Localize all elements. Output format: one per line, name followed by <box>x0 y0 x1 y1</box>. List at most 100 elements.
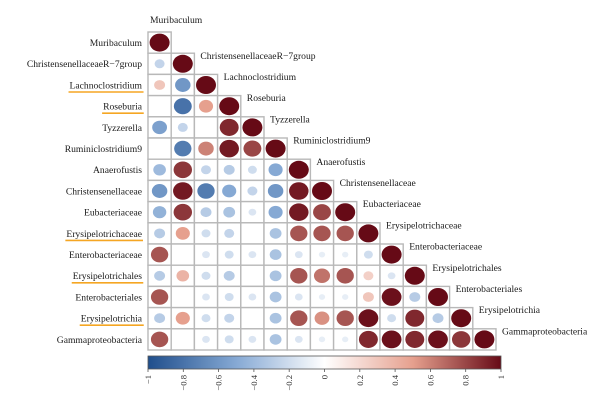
correlation-circle <box>175 78 191 92</box>
diagonal-label: Gammaproteobacteria <box>502 326 588 337</box>
correlation-circle <box>451 309 472 328</box>
correlation-circle <box>269 334 282 345</box>
correlation-circle <box>224 250 234 259</box>
correlation-circle <box>404 266 425 285</box>
correlation-circle <box>405 309 425 327</box>
correlation-circle <box>358 330 378 348</box>
correlation-circle <box>358 309 379 328</box>
diagonal-label: Erysipelotrichaceae <box>386 220 462 231</box>
diagonal-label: Roseburia <box>247 93 287 104</box>
correlation-circle <box>342 336 349 343</box>
colorbar-tick-label: −0.8 <box>178 375 188 391</box>
colorbar-tick-label: 0.2 <box>355 375 365 386</box>
correlation-circle <box>381 330 402 349</box>
correlation-circle <box>336 310 354 326</box>
correlation-circle <box>173 161 193 179</box>
correlation-circle <box>248 208 257 216</box>
correlation-circle <box>336 268 354 284</box>
row-label: Erysipelotrichia <box>81 314 143 325</box>
colorbar-tick-label: 0.8 <box>461 375 471 386</box>
correlation-circle <box>201 314 211 323</box>
colorbar-tick-label: 0.6 <box>425 374 435 385</box>
colorbar-gradient <box>147 355 502 370</box>
row-label: Roseburia <box>103 102 143 113</box>
correlation-circle <box>294 251 303 259</box>
correlation-circle <box>223 270 235 281</box>
correlation-circle <box>313 268 331 284</box>
correlation-circle <box>175 311 190 325</box>
correlation-circle <box>150 331 169 348</box>
correlation-circle <box>154 270 166 281</box>
grid-cell <box>170 243 196 266</box>
correlation-circle <box>428 330 448 349</box>
correlation-circle <box>428 288 448 306</box>
correlation-circle <box>196 76 216 94</box>
correlation-circle <box>318 336 326 343</box>
correlation-circle <box>153 164 166 176</box>
correlation-circle <box>224 292 234 302</box>
diagonal-labels: Muribaculum ChristensenellaceaeR−7group La… <box>150 15 588 337</box>
correlation-circle <box>265 139 286 158</box>
diagonal-label: Erysipelotrichales <box>432 263 502 274</box>
colorbar-tick-label: −0.2 <box>284 375 294 391</box>
correlation-circle <box>174 140 192 157</box>
highlight-underlines <box>65 91 144 327</box>
correlation-circle <box>177 122 188 132</box>
correlation-circle <box>219 118 239 136</box>
colorbar: −1 −0.8 −0.6 −0.4 −0.2 0 0.2 0.4 0.6 0.8 1 <box>143 355 506 391</box>
correlation-circle <box>294 335 303 343</box>
diagonal-label: Ruminiclostridium9 <box>293 136 370 147</box>
correlation-circle <box>336 225 354 242</box>
row-label: Enterobacteriaceae <box>69 250 142 261</box>
row-label: Christensenellaceae <box>66 186 142 197</box>
row-label: Muribaculum <box>90 38 143 49</box>
correlation-circle <box>362 292 374 302</box>
row-label: Tyzzerella <box>102 123 143 134</box>
correlation-circle <box>201 271 211 280</box>
correlation-circle <box>474 330 495 349</box>
correlation-circle <box>269 312 282 324</box>
correlation-circle <box>248 335 257 343</box>
correlation-circle <box>312 182 332 200</box>
correlation-circle <box>202 293 210 301</box>
correlation-circle <box>314 311 330 325</box>
colorbar-tick-label: −0.4 <box>249 374 259 390</box>
grid-cell <box>193 116 219 139</box>
correlation-circle <box>202 251 210 259</box>
correlation-circle <box>451 331 471 348</box>
correlation-circle <box>175 227 190 240</box>
colorbar-tick-label: 0.4 <box>390 374 400 385</box>
correlation-circle <box>223 206 236 218</box>
correlation-circle <box>243 140 262 157</box>
correlation-circle <box>247 165 257 174</box>
correlation-cells <box>147 31 497 351</box>
correlation-circle <box>269 270 282 282</box>
diagonal-label: Anaerofustis <box>316 157 365 168</box>
correlation-circle <box>219 139 239 158</box>
correlation-circle <box>224 335 234 344</box>
correlation-circle <box>313 204 331 221</box>
correlation-circle <box>173 203 193 221</box>
correlation-circle <box>154 80 166 90</box>
correlation-circle <box>335 203 356 222</box>
correlation-circle <box>290 225 308 242</box>
diagonal-label: Christensenellaceae <box>340 178 416 189</box>
correlation-circle <box>198 99 214 113</box>
correlation-circle <box>200 207 212 218</box>
correlation-circle <box>289 203 309 221</box>
correlation-circle <box>381 245 402 264</box>
correlation-circle <box>149 33 170 52</box>
diagonal-label: Lachnoclostridium <box>224 72 297 83</box>
correlation-circle <box>150 246 169 263</box>
colorbar-tick-label: −1 <box>143 375 153 384</box>
grid-cell <box>170 285 196 309</box>
correlation-circle <box>290 310 308 326</box>
correlation-circle <box>152 206 167 219</box>
row-label: Eubacteriaceae <box>84 208 142 219</box>
correlation-circle <box>198 141 214 156</box>
correlation-circle <box>248 251 257 259</box>
correlation-circle <box>381 288 402 306</box>
correlation-circle <box>219 97 240 116</box>
diagonal-label: Enterobacteriales <box>456 284 523 295</box>
